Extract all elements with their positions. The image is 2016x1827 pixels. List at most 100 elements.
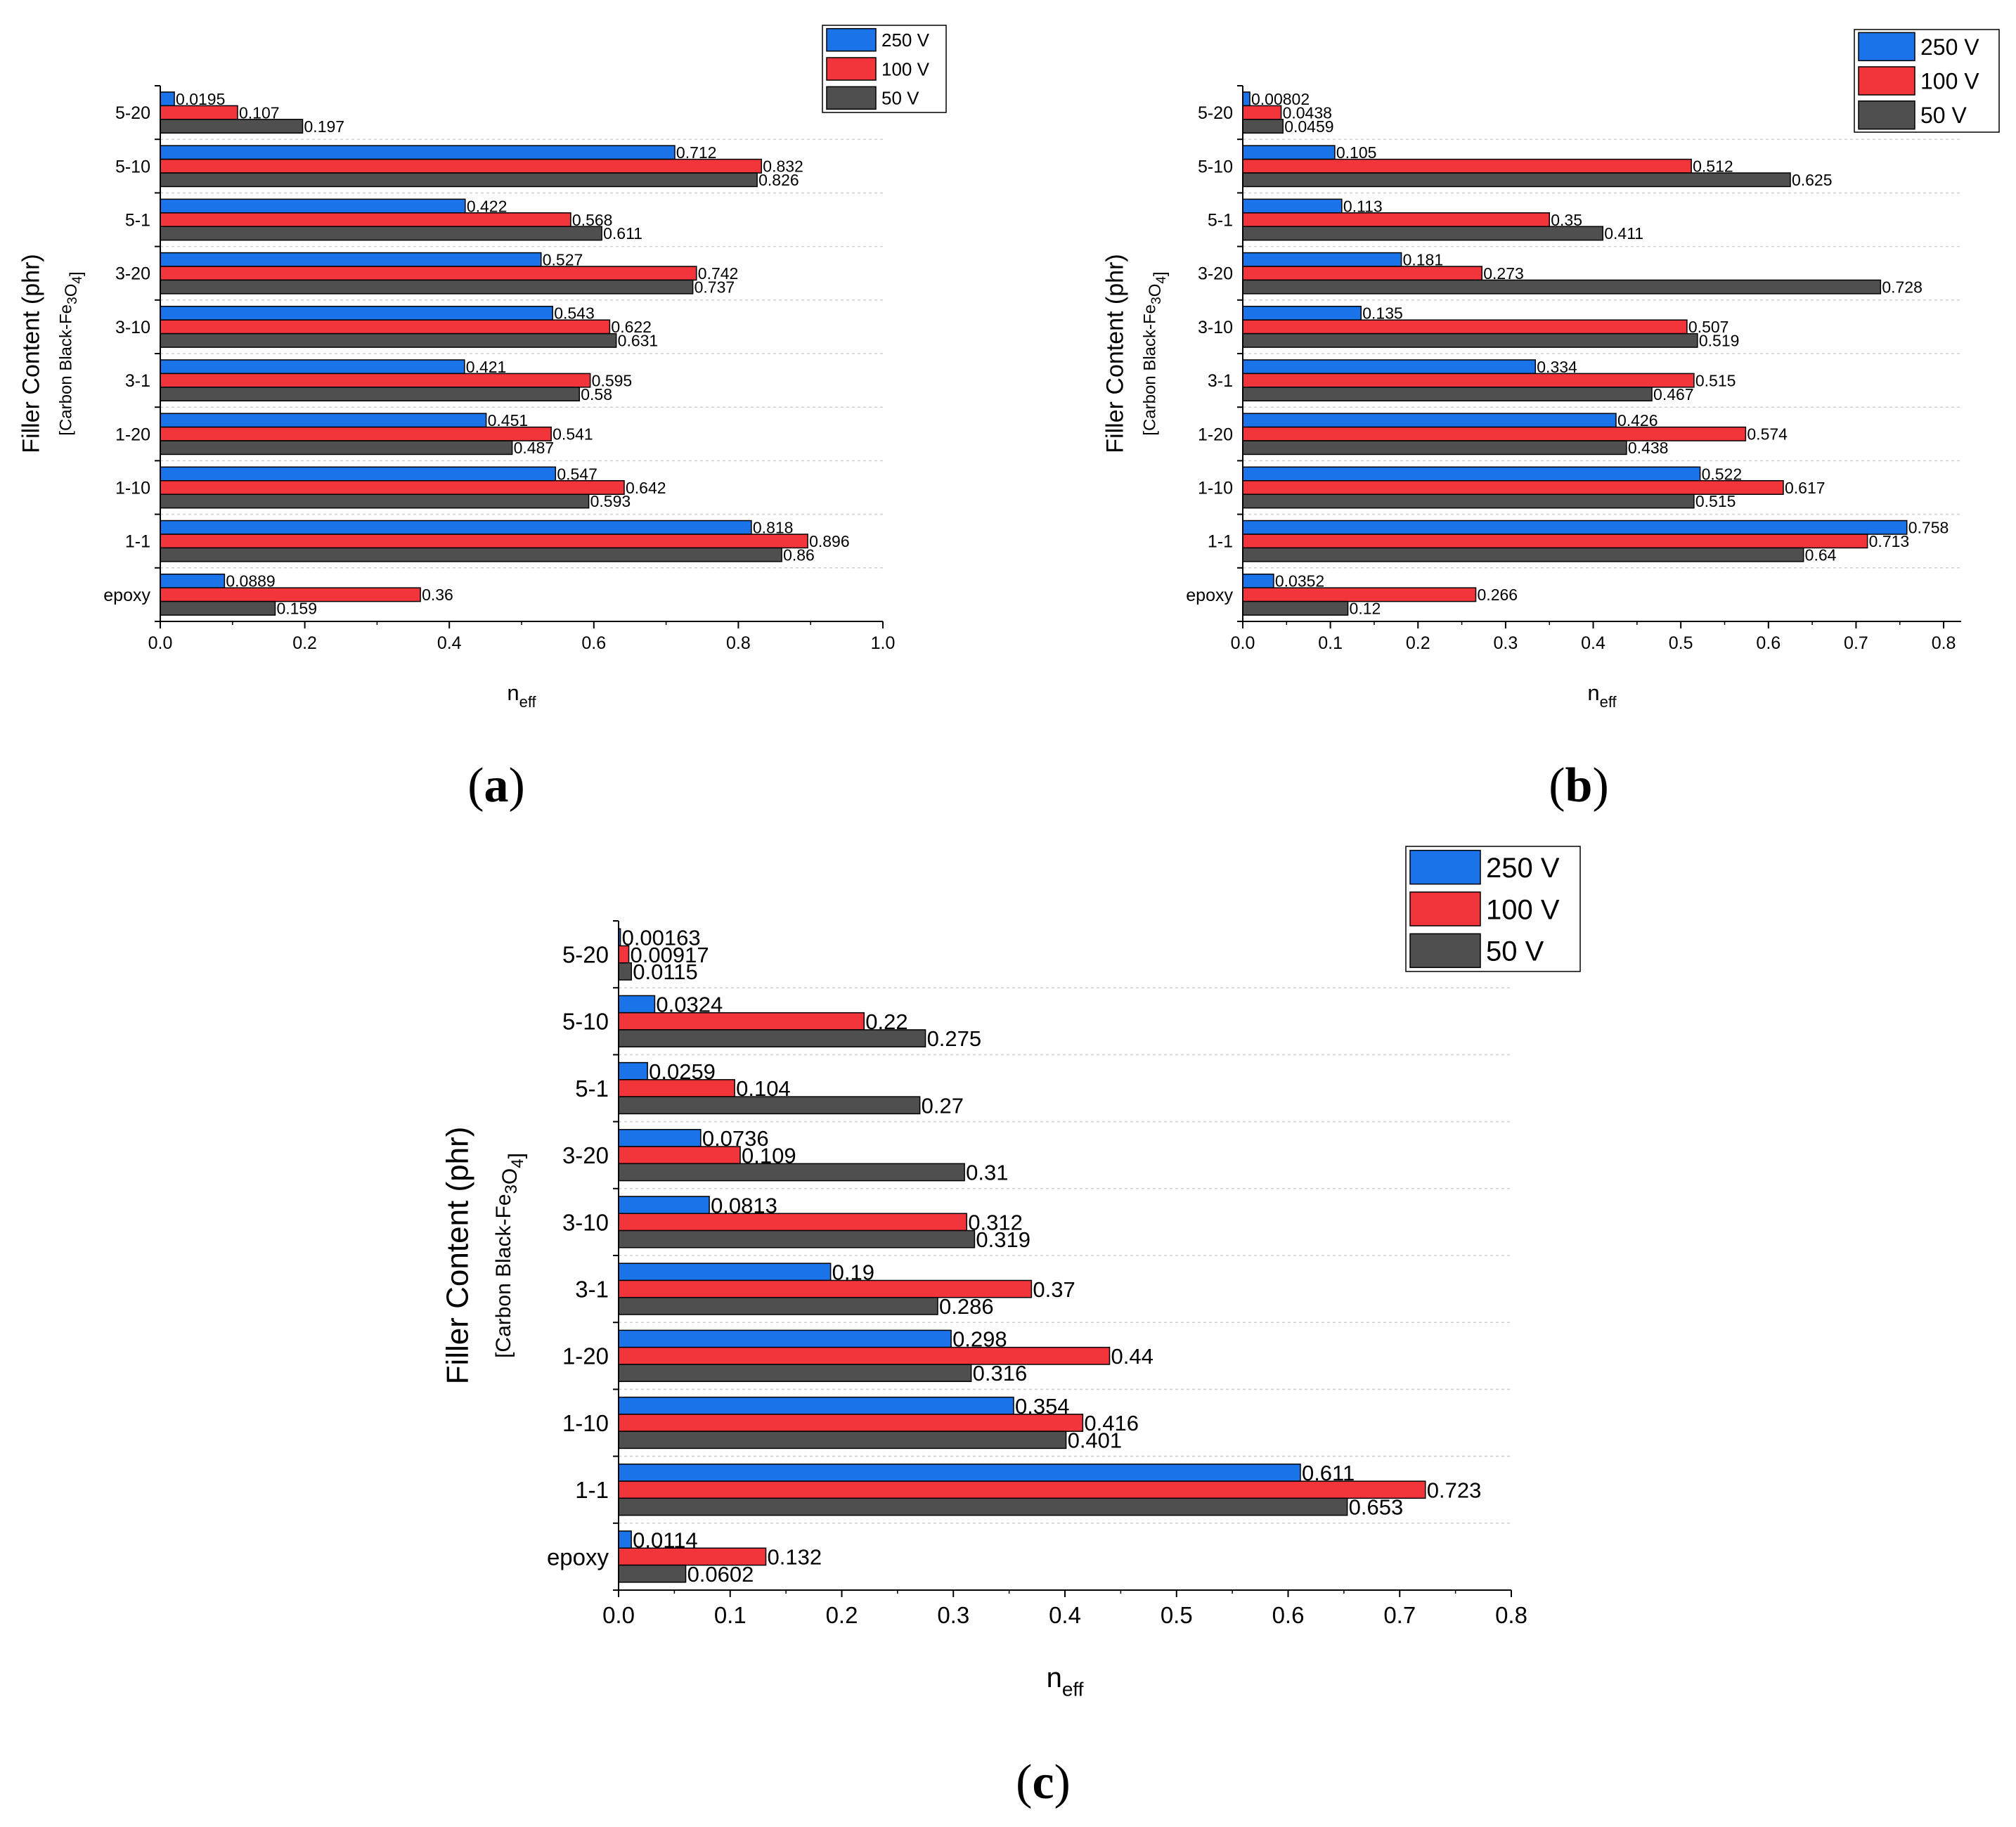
data-label: 0.401	[1068, 1428, 1123, 1452]
data-label: 0.0115	[633, 960, 698, 984]
x-tick-label: 0.5	[1161, 1602, 1193, 1628]
y-axis-subtitle: [Carbon Black-Fe3O4]	[57, 271, 86, 435]
bar-250v-epoxy	[1242, 574, 1274, 588]
data-label: 0.631	[618, 332, 659, 350]
legend-swatch-100v	[1409, 891, 1481, 927]
bar-250v-3-1	[160, 359, 465, 375]
y-tick-label: 1-1	[575, 1477, 609, 1503]
legend-label: 100 V	[1486, 894, 1560, 925]
y-axis-title: Filler Content (phr)	[1102, 254, 1129, 453]
bar-100v-3-10	[1242, 319, 1688, 335]
y-tick-label: 5-1	[575, 1076, 609, 1102]
data-label: 0.543	[554, 304, 595, 323]
y-tick-label: 5-1	[1208, 211, 1233, 231]
bar-50v-1-20	[160, 440, 513, 456]
bar-50v-3-20	[1242, 279, 1882, 295]
data-label: 0.826	[758, 171, 799, 189]
data-label: 0.723	[1427, 1478, 1482, 1502]
bar-250v-5-1	[160, 198, 466, 214]
legend-label: 50 V	[1920, 103, 1967, 128]
data-label: 0.312	[968, 1211, 1023, 1235]
bar-50v-1-10	[160, 493, 590, 509]
legend-swatch-250v	[826, 27, 877, 52]
data-label: 0.527	[543, 251, 583, 269]
bar-50v-epoxy	[160, 600, 276, 616]
bar-250v-3-20	[160, 252, 542, 267]
data-label: 0.422	[467, 197, 508, 215]
bar-250v-5-10	[618, 995, 656, 1014]
chart-panel-c: 0.001630.03240.02590.07360.08130.190.298…	[441, 846, 1581, 1809]
data-label: 0.653	[1349, 1495, 1404, 1520]
y-tick-label: 3-20	[562, 1142, 609, 1168]
x-tick-label: 1.0	[871, 633, 896, 653]
data-label: 0.159	[276, 600, 317, 618]
bar-50v-3-10	[160, 333, 617, 348]
data-label: 0.617	[1785, 479, 1826, 497]
y-tick-label: 1-10	[562, 1410, 609, 1436]
bar-50v-5-20	[1242, 119, 1284, 134]
data-label: 0.197	[304, 117, 345, 136]
y-tick-label: 3-20	[1198, 264, 1233, 284]
bar-50v-3-10	[1242, 333, 1698, 348]
data-label: 0.0459	[1284, 117, 1333, 136]
bar-50v-5-10	[160, 172, 758, 188]
bar-250v-3-10	[1242, 306, 1362, 321]
data-label: 0.712	[676, 143, 717, 162]
bar-100v-1-10	[618, 1414, 1084, 1432]
data-label: 0.728	[1882, 278, 1923, 296]
data-label: 0.622	[611, 318, 652, 336]
y-axis-subtitle: [Carbon Black-Fe3O4]	[1141, 271, 1170, 435]
legend-swatch-50v	[826, 86, 877, 110]
y-tick-label: 1-10	[115, 479, 150, 498]
bar-100v-3-10	[618, 1213, 968, 1232]
bar-250v-1-10	[618, 1396, 1014, 1415]
data-label: 0.522	[1702, 465, 1743, 483]
x-tick-label: 0.0	[602, 1602, 635, 1628]
data-label: 0.286	[939, 1294, 994, 1319]
x-tick-label: 0.2	[826, 1602, 858, 1628]
x-axis-title: neff	[1047, 1663, 1084, 1700]
bar-100v-3-1	[618, 1279, 1033, 1298]
y-axis-title: Filler Content (phr)	[441, 1127, 475, 1385]
bar-100v-1-1	[160, 534, 808, 549]
legend-swatch-100v	[1858, 66, 1915, 96]
data-label: 0.58	[581, 385, 612, 404]
legend-label: 50 V	[1486, 936, 1544, 967]
bar-250v-3-20	[618, 1129, 702, 1147]
x-tick-label: 0.2	[1406, 633, 1430, 653]
y-tick-label: 3-1	[575, 1276, 609, 1302]
bar-100v-1-20	[618, 1346, 1111, 1365]
legend: 250 V 100 V 50 V	[822, 25, 947, 113]
bar-100v-3-10	[160, 319, 611, 335]
bar-50v-epoxy	[618, 1564, 687, 1583]
bar-250v-1-1	[618, 1464, 1301, 1482]
y-tick-label: 3-10	[115, 318, 150, 337]
x-tick-label: 0.8	[1932, 633, 1956, 653]
x-tick-label: 0.4	[1049, 1602, 1081, 1628]
legend-swatch-250v	[1409, 849, 1481, 885]
bar-50v-5-20	[160, 119, 304, 134]
y-tick-label: 3-20	[115, 264, 150, 284]
legend: 250 V 100 V 50 V	[1405, 846, 1581, 972]
data-label: 0.181	[1403, 251, 1444, 269]
y-tick-label: 3-1	[1208, 371, 1233, 391]
bar-100v-3-1	[1242, 373, 1695, 388]
bar-50v-3-10	[618, 1229, 976, 1248]
y-tick-label: epoxy	[103, 586, 150, 605]
data-label: 0.0352	[1275, 572, 1324, 590]
x-tick-label: 0.8	[1495, 1602, 1527, 1628]
data-label: 0.642	[626, 479, 666, 497]
data-label: 0.0195	[176, 90, 225, 108]
y-tick-label: 5-20	[562, 941, 609, 967]
legend-label: 100 V	[1920, 69, 1979, 94]
bar-50v-1-1	[160, 547, 782, 562]
bar-250v-3-1	[1242, 359, 1537, 375]
data-label: 0.27	[922, 1093, 964, 1118]
bar-250v-3-10	[160, 306, 553, 321]
legend-swatch-50v	[1858, 100, 1915, 130]
data-label: 0.105	[1336, 143, 1377, 162]
x-tick-label: 0.1	[1318, 633, 1343, 653]
data-label: 0.515	[1695, 492, 1736, 510]
panel-label: (c)	[1016, 1755, 1071, 1809]
x-axis-title: neff	[507, 680, 536, 711]
